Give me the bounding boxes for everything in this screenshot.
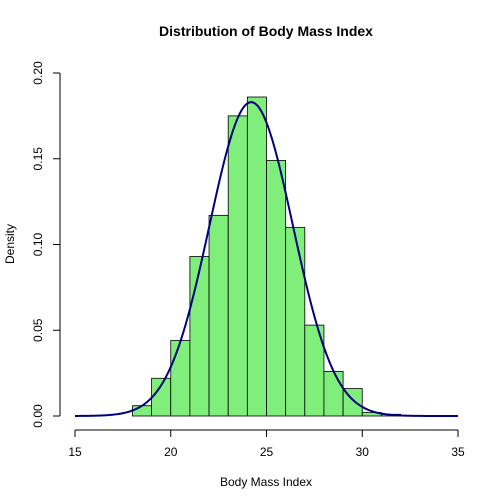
density-curve bbox=[74, 101, 458, 417]
x-tick-label: 20 bbox=[164, 445, 178, 459]
y-tick-label: 0.05 bbox=[31, 318, 45, 342]
x-tick-label: 15 bbox=[68, 445, 82, 459]
histogram-bar bbox=[266, 160, 287, 417]
histogram-bar bbox=[304, 324, 325, 417]
histogram-bar bbox=[189, 256, 210, 417]
histogram-bar bbox=[208, 214, 229, 417]
y-axis: 0.00 0.05 0.10 0.15 0.20 bbox=[31, 61, 61, 428]
y-tick-label: 0.15 bbox=[31, 147, 45, 171]
x-axis: 15 20 25 30 35 bbox=[68, 429, 465, 459]
histogram-bar bbox=[323, 371, 344, 417]
chart-title: Distribution of Body Mass Index bbox=[159, 23, 373, 39]
x-axis-label: Body Mass Index bbox=[220, 475, 312, 489]
x-tick-label: 30 bbox=[356, 445, 370, 459]
density-curve-layer bbox=[74, 101, 458, 417]
y-tick-label: 0.00 bbox=[31, 404, 45, 428]
y-axis-label: Density bbox=[3, 224, 17, 264]
x-tick-label: 35 bbox=[451, 445, 465, 459]
histogram-bar bbox=[285, 226, 306, 417]
histogram-bar bbox=[132, 405, 152, 417]
histogram-bar bbox=[170, 340, 191, 417]
y-tick-label: 0.20 bbox=[31, 61, 45, 85]
y-tick-label: 0.10 bbox=[31, 232, 45, 256]
x-tick-label: 25 bbox=[260, 445, 274, 459]
histogram-bar bbox=[227, 115, 248, 417]
histogram-bars bbox=[132, 96, 401, 417]
histogram-bar bbox=[246, 96, 267, 417]
